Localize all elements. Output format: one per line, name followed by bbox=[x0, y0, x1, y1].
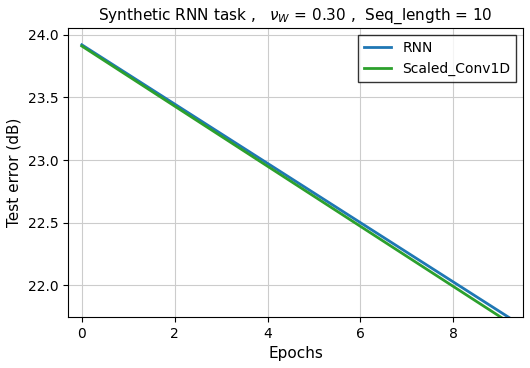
Scaled_Conv1D bbox=[476, 301, 482, 305]
Scaled_Conv1D bbox=[179, 109, 186, 113]
X-axis label: Epochs: Epochs bbox=[268, 346, 323, 361]
RNN bbox=[510, 318, 517, 323]
RNN bbox=[179, 107, 186, 111]
RNN bbox=[162, 95, 168, 100]
RNN bbox=[78, 43, 85, 47]
RNN bbox=[489, 304, 495, 309]
RNN bbox=[336, 207, 342, 211]
Line: RNN: RNN bbox=[82, 45, 514, 321]
Scaled_Conv1D bbox=[78, 44, 85, 48]
RNN bbox=[476, 296, 482, 300]
Scaled_Conv1D bbox=[336, 210, 342, 215]
Scaled_Conv1D bbox=[301, 188, 307, 192]
Line: Scaled_Conv1D: Scaled_Conv1D bbox=[82, 46, 514, 326]
Title: Synthetic RNN task ,   $\nu_W$ = 0.30 ,  Seq_length = 10: Synthetic RNN task , $\nu_W$ = 0.30 , Se… bbox=[98, 7, 493, 26]
RNN bbox=[301, 185, 307, 189]
Scaled_Conv1D bbox=[489, 309, 495, 314]
Y-axis label: Test error (dB): Test error (dB) bbox=[7, 118, 22, 227]
Legend: RNN, Scaled_Conv1D: RNN, Scaled_Conv1D bbox=[358, 35, 516, 82]
Scaled_Conv1D bbox=[510, 323, 517, 328]
Scaled_Conv1D bbox=[162, 98, 168, 102]
